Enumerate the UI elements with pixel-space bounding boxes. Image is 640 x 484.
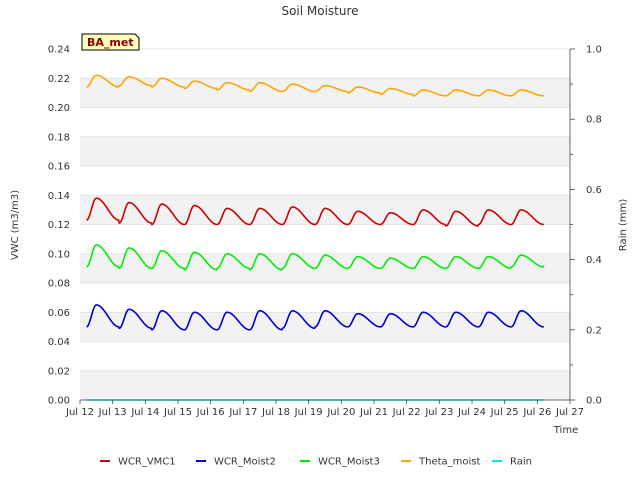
y-tick-label: 0.06 — [48, 308, 70, 319]
tick-labels: 0.00 0.02 0.04 0.06 0.08 0.10 0.12 0.14 0.16 0.18… — [48, 45, 602, 419]
y-axis-label: VWC (m3/m3) — [10, 190, 21, 260]
x-tick-label: Jul 14 — [130, 407, 159, 418]
x-tick-label: Jul 19 — [294, 407, 323, 418]
y2-axis-label: Rain (mm) — [618, 199, 629, 252]
y-tick-label: 0.12 — [48, 220, 70, 231]
x-tick-label: Jul 26 — [522, 407, 551, 418]
x-tick-label: Jul 18 — [261, 407, 290, 418]
y-tick-label: 0.22 — [48, 74, 70, 85]
y2-tick-label: 0.8 — [586, 115, 602, 126]
y-tick-label: 0.08 — [48, 279, 70, 290]
series-line-wcr-moist2 — [86, 304, 545, 331]
x-tick-label: Jul 25 — [490, 407, 519, 418]
y2-tick-label: 0.4 — [586, 255, 602, 266]
series-line-theta-moist — [86, 74, 545, 97]
y-tick-label: 0.18 — [48, 132, 70, 143]
y-tick-label: 0.00 — [48, 396, 70, 407]
background-band — [80, 136, 570, 166]
x-tick-label: Jul 24 — [457, 407, 486, 418]
x-tick-label: Jul 13 — [98, 407, 127, 418]
legend: WCR_VMC1 WCR_Moist2 WCR_Moist3 Theta_moist R… — [100, 457, 532, 468]
x-tick-label: Jul 15 — [163, 407, 192, 418]
x-tick-label: Jul 23 — [424, 407, 453, 418]
station-badge-box — [81, 33, 140, 51]
legend-label: WCR_Moist3 — [318, 457, 380, 468]
x-tick-label: Jul 20 — [326, 407, 355, 418]
y-tick-label: 0.14 — [48, 191, 70, 202]
y-tick-label: 0.24 — [48, 45, 70, 56]
legend-label: WCR_VMC1 — [118, 457, 176, 468]
background-band — [80, 78, 570, 108]
legend-label: WCR_Moist2 — [214, 457, 276, 468]
y-tick-label: 0.10 — [48, 249, 70, 260]
background-band — [80, 195, 570, 225]
y2-tick-label: 0.0 — [586, 396, 602, 407]
y-tick-label: 0.16 — [48, 162, 70, 173]
x-tick-label: Jul 12 — [65, 407, 94, 418]
background-band — [80, 370, 570, 400]
y-tick-label: 0.20 — [48, 103, 70, 114]
station-badge: BA_met — [81, 33, 140, 51]
y2-tick-label: 1.0 — [586, 45, 602, 56]
y2-tick-label: 0.2 — [586, 325, 602, 336]
x-tick-label: Jul 16 — [196, 407, 225, 418]
chart-title: Soil Moisture — [281, 4, 358, 18]
x-tick-label: Jul 27 — [555, 407, 584, 418]
background-band — [80, 312, 570, 342]
series-line-wcr-vmc1 — [86, 197, 545, 227]
background-band — [80, 253, 570, 283]
legend-label: Rain — [510, 457, 532, 468]
x-tick-label: Jul 22 — [392, 407, 421, 418]
x-tick-label: Jul 21 — [359, 407, 388, 418]
legend-label: Theta_moist — [418, 457, 480, 468]
y-tick-label: 0.02 — [48, 366, 70, 377]
y-tick-label: 0.04 — [48, 337, 70, 348]
series-line-wcr-moist3 — [86, 244, 545, 271]
x-axis-label: Time — [553, 425, 578, 436]
x-tick-label: Jul 17 — [228, 407, 257, 418]
y2-tick-label: 0.6 — [586, 185, 602, 196]
station-badge-text: BA_met — [87, 36, 134, 49]
